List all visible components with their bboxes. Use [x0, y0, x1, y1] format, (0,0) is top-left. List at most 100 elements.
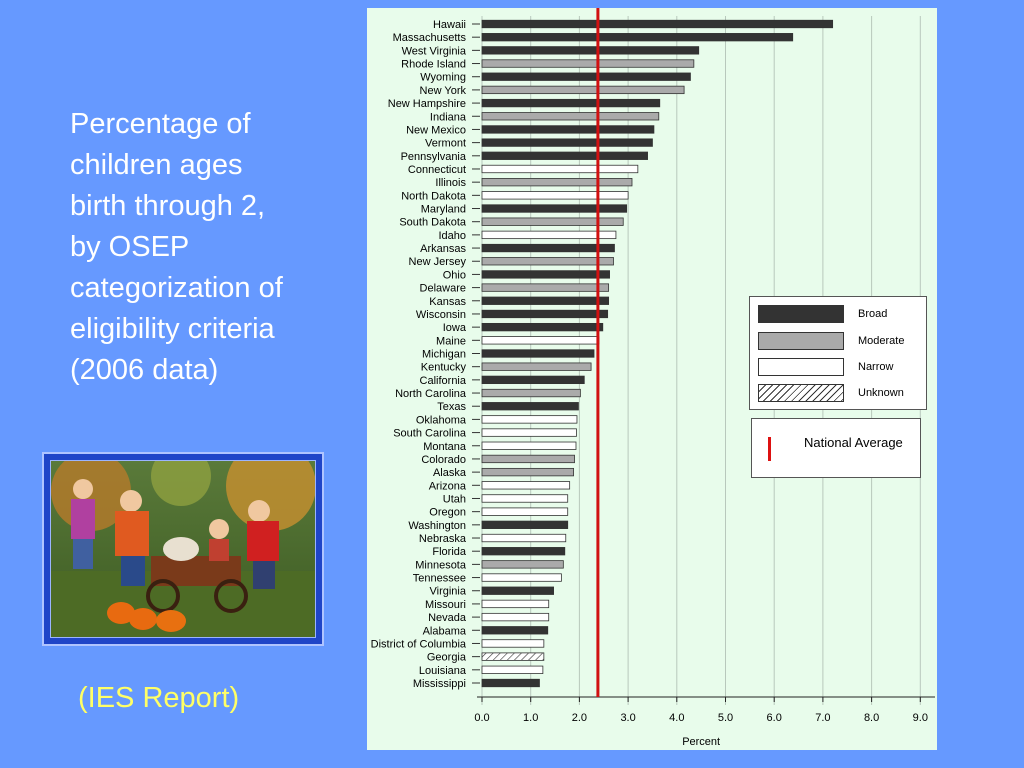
category-label: Vermont	[425, 138, 466, 150]
category-label: North Carolina	[395, 388, 467, 400]
category-label: Wyoming	[420, 72, 466, 84]
x-tick-label: 6.0	[767, 712, 782, 724]
category-label: Alabama	[423, 625, 467, 637]
citation: (IES Report)	[78, 682, 240, 714]
category-label: Mississippi	[413, 678, 466, 690]
bar-broad	[481, 547, 566, 556]
category-label: Iowa	[443, 322, 467, 334]
legend-label-unknown: Unknown	[858, 387, 904, 399]
bar-narrow	[481, 481, 571, 490]
category-label: Wisconsin	[416, 309, 466, 321]
category-label: Nebraska	[419, 533, 467, 545]
category-label: South Carolina	[393, 428, 467, 440]
bar-narrow	[481, 507, 569, 516]
category-label: Virginia	[430, 586, 467, 598]
category-label: Alaska	[433, 467, 467, 479]
bar-narrow	[481, 441, 577, 450]
category-label: Massachusetts	[393, 32, 467, 44]
category-label: South Dakota	[399, 217, 467, 229]
national-average-label: National Average	[804, 435, 903, 450]
category-label: Arizona	[429, 480, 467, 492]
bar-broad	[481, 151, 648, 160]
category-label: Oregon	[429, 507, 466, 519]
bar-broad	[481, 33, 794, 42]
category-label: Indiana	[430, 111, 467, 123]
bar-broad	[481, 520, 569, 529]
category-label: Utah	[443, 493, 466, 505]
category-label: Washington	[408, 520, 466, 532]
bar-narrow	[481, 639, 545, 648]
category-label: Georgia	[427, 652, 467, 664]
bar-broad	[481, 322, 604, 332]
national-average-swatch	[768, 437, 771, 461]
bar-moderate	[481, 257, 614, 266]
bar-moderate	[481, 85, 685, 95]
bar-moderate	[481, 467, 574, 477]
bar-broad	[481, 402, 579, 411]
category-label: Delaware	[420, 283, 466, 295]
x-tick-label: 5.0	[718, 712, 733, 724]
category-label: New Mexico	[406, 124, 466, 136]
category-label: Rhode Island	[401, 59, 466, 71]
bar-broad	[481, 626, 549, 635]
category-label: Nevada	[428, 612, 467, 624]
children-photo-image	[51, 461, 315, 637]
bar-narrow	[481, 494, 569, 503]
category-label: West Virginia	[402, 45, 467, 57]
bar-broad	[481, 296, 610, 305]
bar-moderate	[481, 388, 581, 398]
category-label: Maine	[436, 335, 466, 347]
category-label: Minnesota	[415, 559, 467, 571]
category-label: Michigan	[422, 349, 466, 361]
bar-broad	[481, 125, 655, 134]
category-label: Montana	[423, 441, 467, 453]
bar-broad	[481, 349, 595, 358]
bar-broad	[481, 72, 691, 81]
bar-moderate	[481, 283, 610, 292]
bar-narrow	[481, 533, 567, 543]
category-label: North Dakota	[401, 190, 467, 202]
x-tick-label: 9.0	[913, 712, 928, 724]
x-axis-title: Percent	[682, 736, 720, 748]
bar-moderate	[481, 217, 624, 226]
bar-narrow	[481, 665, 544, 674]
x-tick-label: 0.0	[474, 712, 489, 724]
category-label: Arkansas	[420, 243, 466, 255]
category-label: Maryland	[421, 204, 466, 216]
bar-moderate	[481, 178, 633, 187]
bar-moderate	[481, 112, 660, 121]
category-label: Hawaii	[433, 19, 466, 31]
bar-narrow	[481, 336, 600, 345]
category-label: New York	[420, 85, 467, 97]
bar-broad	[481, 98, 661, 108]
category-label: Florida	[432, 546, 467, 558]
bar-broad	[481, 586, 554, 595]
x-tick-label: 2.0	[572, 712, 587, 724]
legend-item-moderate: Moderate	[758, 332, 918, 350]
category-label: Ohio	[443, 269, 466, 281]
category-label: Idaho	[438, 230, 466, 242]
bar-narrow	[481, 415, 578, 424]
x-tick-label: 3.0	[620, 712, 635, 724]
legend-swatch-unknown	[758, 384, 844, 402]
category-label: New Hampshire	[388, 98, 466, 110]
category-label: Missouri	[425, 599, 466, 611]
bar-moderate	[481, 59, 695, 68]
legend-swatch-broad	[758, 305, 844, 323]
bar-broad	[481, 204, 628, 213]
bar-broad	[481, 375, 585, 385]
bar-narrow	[481, 599, 550, 609]
legend-label-moderate: Moderate	[858, 335, 905, 347]
bar-moderate	[481, 560, 564, 569]
bar-narrow	[481, 164, 639, 174]
bar-broad	[481, 309, 609, 319]
legend-item-unknown: Unknown	[758, 384, 918, 402]
category-label: Louisiana	[419, 665, 467, 677]
bar-narrow	[481, 612, 550, 622]
bar-narrow	[481, 191, 629, 200]
legend-swatch-moderate	[758, 332, 844, 350]
national-average-legend: National Average	[751, 418, 921, 478]
x-tick-label: 7.0	[815, 712, 830, 724]
chart-panel: Hawaii Massachusetts West Virginia Rhode Is…	[367, 8, 937, 750]
